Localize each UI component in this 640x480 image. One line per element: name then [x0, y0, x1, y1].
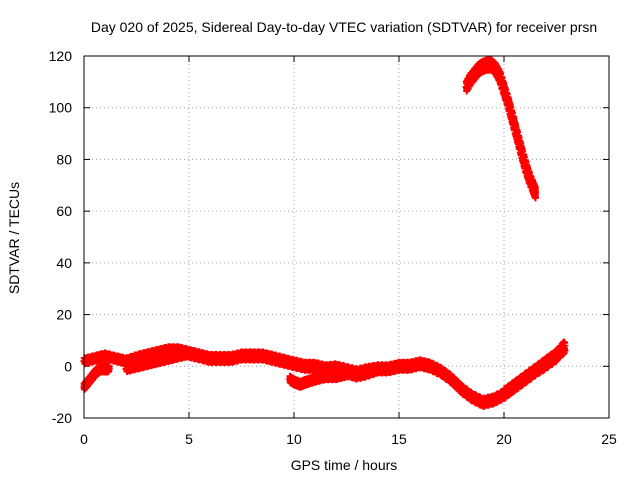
series-trace [500, 344, 569, 398]
y-tick-label: 40 [56, 255, 72, 271]
y-tick-label: 100 [49, 100, 73, 116]
series-arc-upper [462, 56, 539, 202]
series-arc-dip [286, 367, 350, 391]
x-tick-label: 5 [185, 431, 193, 447]
y-axis-label: SDTVAR / TECUs [6, 182, 22, 294]
x-tick-label: 0 [80, 431, 88, 447]
y-tick-label: 60 [56, 203, 72, 219]
series-arc-late [500, 344, 569, 398]
x-tick-label: 20 [496, 431, 512, 447]
y-tick-label: -20 [52, 410, 72, 426]
x-tick-label: 15 [391, 431, 407, 447]
chart-title: Day 020 of 2025, Sidereal Day-to-day VTE… [91, 19, 597, 35]
data-points [80, 56, 569, 410]
series-trace [122, 347, 193, 375]
x-tick-label: 10 [286, 431, 302, 447]
y-tick-label: 20 [56, 307, 72, 323]
series-trace [286, 367, 350, 391]
plot-frame [83, 55, 610, 419]
series-arc-mid [122, 347, 193, 375]
x-axis-label: GPS time / hours [291, 457, 398, 473]
grid [84, 56, 609, 418]
y-tick-label: 80 [56, 151, 72, 167]
y-tick-label: 120 [49, 48, 73, 64]
series-trace [462, 56, 539, 202]
x-tick-label: 25 [601, 431, 617, 447]
y-tick-label: 0 [64, 358, 72, 374]
